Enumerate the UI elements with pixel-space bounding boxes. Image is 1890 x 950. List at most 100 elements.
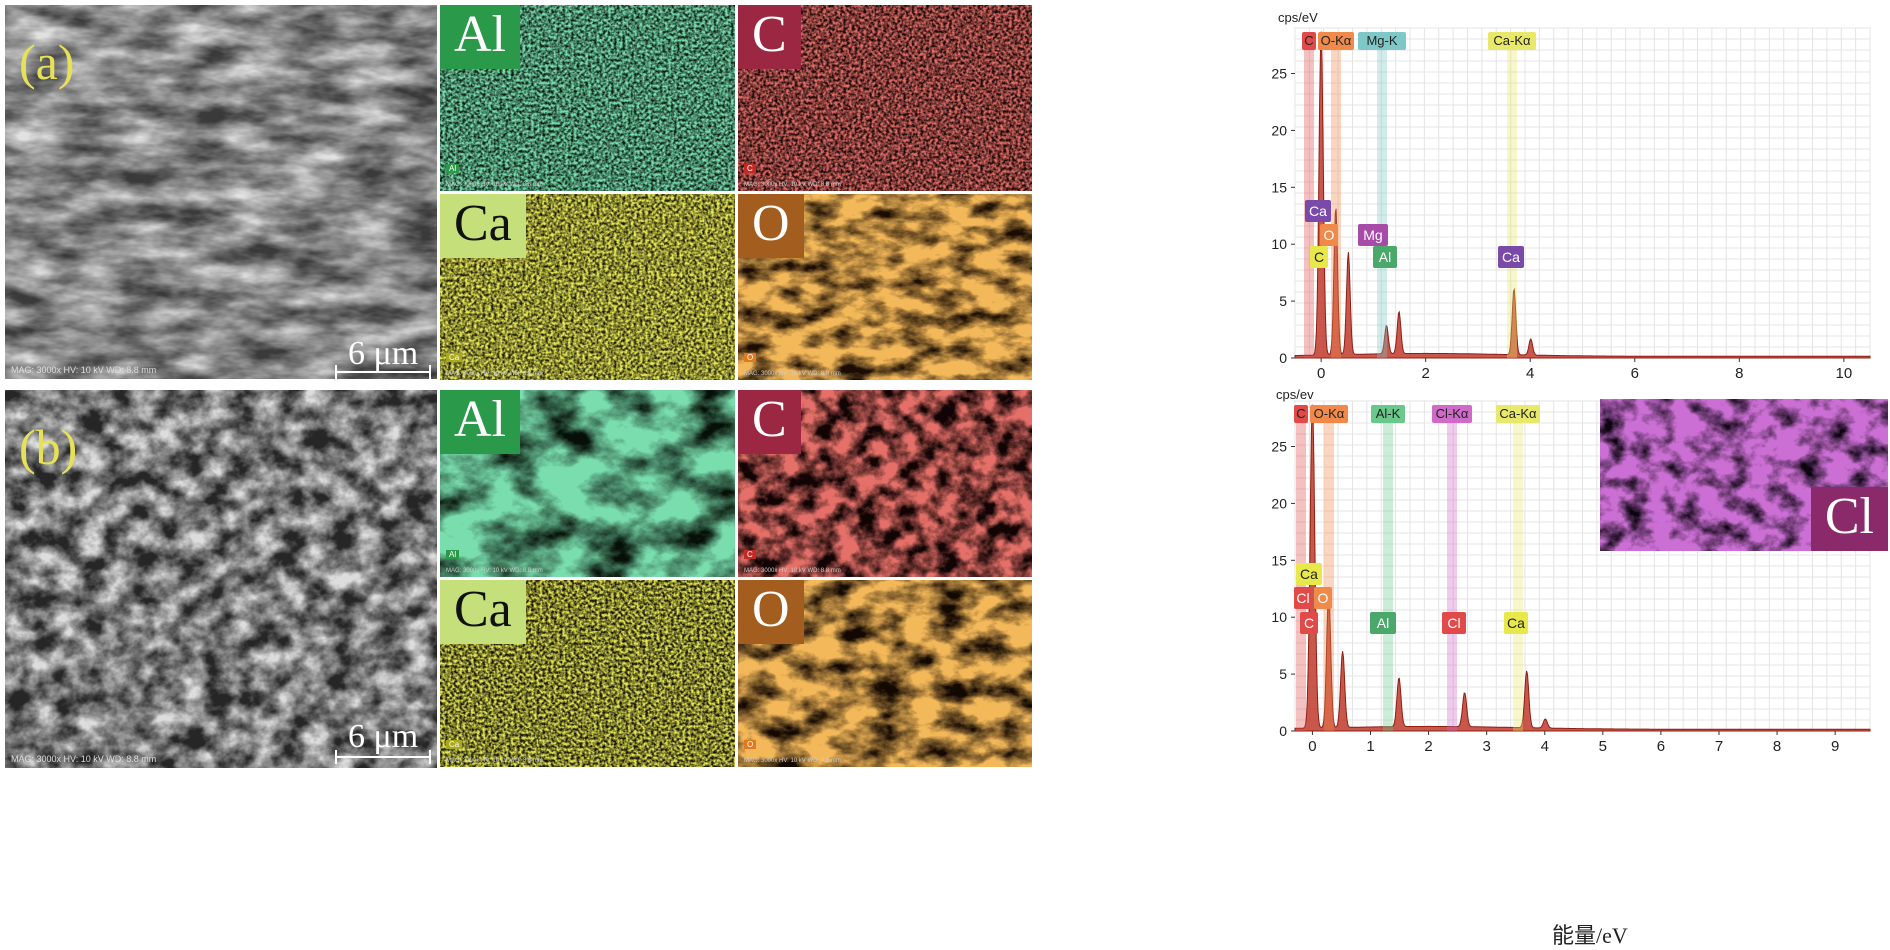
map-al-b: Al Al MAG: 3000x HV: 10 kV WD: 8.8 mm: [440, 390, 735, 577]
map-tag-c-a: C: [744, 164, 756, 173]
x-tick-label: 7: [1715, 738, 1723, 755]
y-tick-label: 25: [1271, 66, 1287, 82]
peak-label: Cl: [1294, 587, 1312, 609]
svg-text:C: C: [1304, 615, 1314, 631]
sem-scale-label-b: 6 μm: [348, 718, 419, 755]
element-band: [1383, 423, 1393, 731]
sem-footer-a: MAG: 3000x HV: 10 kV WD: 8.8 mm: [11, 365, 157, 375]
y-tick-label: 15: [1271, 179, 1287, 195]
map-tag-al-b: Al: [446, 550, 460, 559]
x-tick-label: 4: [1526, 365, 1534, 382]
x-tick-label: 0: [1317, 365, 1325, 382]
element-band: [1447, 423, 1457, 731]
peak-label: Ca: [1498, 246, 1524, 268]
x-tick-label: 8: [1735, 365, 1743, 382]
svg-text:Cl: Cl: [1296, 590, 1309, 606]
y-tick-label: 0: [1279, 350, 1287, 366]
map-cl-inset-b: Cl: [1600, 399, 1888, 551]
top-element-label: Cl-Kα: [1432, 405, 1472, 423]
x-tick-label: 10: [1836, 365, 1853, 382]
map-footer-al-a: MAG: 3000x HV: 10 kV WD: 8.8 mm: [446, 182, 543, 188]
panel-b: (b) 6 μm MAG: 3000x HV: 10 kV WD: 8.8 mm…: [0, 385, 1890, 948]
map-label-cl-b: Cl: [1810, 487, 1888, 551]
spectrum-area: [1294, 31, 1871, 359]
panel-letter-a: (a): [19, 34, 75, 90]
svg-text:O: O: [1324, 227, 1335, 243]
peak-label: Ca: [1296, 563, 1322, 585]
peak-label: O: [1320, 224, 1338, 246]
map-o-b: O O MAG: 3000x HV: 10 kV WD: 8.8 mm: [738, 580, 1032, 767]
sem-texture-a: [5, 5, 437, 379]
map-tag-al-a: Al: [446, 164, 460, 173]
top-element-label: O-Kα: [1310, 405, 1348, 423]
peak-label: Al: [1370, 612, 1396, 634]
svg-text:Al: Al: [1379, 249, 1391, 265]
peak-label: Ca: [1305, 200, 1331, 222]
map-footer-o-a: MAG: 3000x HV: 10 kV WD: 8.8 mm: [744, 371, 841, 377]
map-ca-b: Ca Ca MAG: 3000x HV: 10 kV WD: 8.8 mm: [440, 580, 735, 767]
element-band: [1324, 423, 1334, 731]
map-tag-c-b: C: [744, 550, 756, 559]
top-element-label: Ca-Kα: [1496, 405, 1540, 423]
y-tick-label: 20: [1271, 122, 1287, 138]
svg-text:Ca-Kα: Ca-Kα: [1493, 33, 1531, 48]
y-tick-label: 20: [1271, 495, 1287, 511]
peak-label: Cl: [1442, 612, 1466, 634]
panel-letter-b: (b): [19, 419, 78, 475]
peak-label: Ca: [1504, 612, 1528, 634]
x-tick-label: 2: [1424, 738, 1432, 755]
svg-text:Ca: Ca: [1502, 249, 1520, 265]
sem-texture-b: [5, 390, 437, 768]
sem-scale-label-a: 6 μm: [348, 335, 419, 372]
sem-footer-b: MAG: 3000x HV: 10 kV WD: 8.8 mm: [11, 754, 157, 764]
spectrum-ylabel-a: cps/eV: [1278, 10, 1318, 25]
element-band: [1507, 50, 1517, 358]
x-tick-label: 0: [1308, 738, 1316, 755]
map-label-al-b: Al: [440, 390, 520, 454]
map-c-b: C C MAG: 3000x HV: 10 kV WD: 8.8 mm: [738, 390, 1032, 577]
x-tick-label: 2: [1422, 365, 1430, 382]
y-tick-label: 10: [1271, 236, 1287, 252]
panel-a: (a) 6 μm MAG: 3000x HV: 10 kV WD: 8.8 mm…: [0, 0, 1890, 460]
x-tick-label: 9: [1831, 738, 1839, 755]
map-footer-o-b: MAG: 3000x HV: 10 kV WD: 8.8 mm: [744, 758, 841, 764]
map-tag-ca-a: Ca: [446, 353, 463, 362]
element-band: [1331, 50, 1341, 358]
peak-label: O: [1314, 587, 1332, 609]
map-tag-o-a: O: [744, 353, 757, 362]
map-footer-ca-b: MAG: 3000x HV: 10 kV WD: 8.8 mm: [446, 758, 543, 764]
svg-text:O: O: [1318, 590, 1329, 606]
svg-text:Al: Al: [1377, 615, 1389, 631]
svg-text:Cl: Cl: [1447, 615, 1460, 631]
svg-text:Ca: Ca: [1309, 203, 1327, 219]
x-tick-label: 8: [1773, 738, 1781, 755]
spectrum-ylabel-b: cps/ev: [1276, 387, 1314, 402]
y-tick-label: 10: [1271, 609, 1287, 625]
svg-text:C: C: [1314, 249, 1324, 265]
spectrum-xlabel-b: 能量/eV: [1552, 923, 1628, 948]
map-label-ca-b: Ca: [440, 580, 526, 644]
map-label-al-a: Al: [440, 5, 520, 69]
peak-label: C: [1300, 612, 1318, 634]
x-tick-label: 5: [1599, 738, 1607, 755]
sem-image-a: (a) 6 μm MAG: 3000x HV: 10 kV WD: 8.8 mm: [5, 5, 437, 379]
map-al-a: Al Al MAG: 3000x HV: 10 kV WD: 8.8 mm: [440, 5, 735, 191]
map-ca-a: Ca Ca MAG: 3000x HV: 10 kV WD: 8.8 mm: [440, 194, 735, 380]
map-label-o-b: O: [738, 580, 804, 644]
map-label-c-a: C: [738, 5, 801, 69]
y-tick-label: 0: [1279, 723, 1287, 739]
x-tick-label: 4: [1541, 738, 1549, 755]
y-tick-label: 5: [1279, 666, 1287, 682]
top-element-label: Ca-Kα: [1488, 32, 1536, 50]
sem-image-b: (b) 6 μm MAG: 3000x HV: 10 kV WD: 8.8 mm: [5, 390, 437, 768]
map-footer-al-b: MAG: 3000x HV: 10 kV WD: 8.8 mm: [446, 568, 543, 574]
y-tick-label: 5: [1279, 293, 1287, 309]
map-c-a: C C MAG: 3000x HV: 10 kV WD: 8.8 mm: [738, 5, 1032, 191]
top-element-label: C: [1302, 32, 1316, 50]
svg-text:C: C: [1296, 406, 1305, 421]
y-tick-label: 15: [1271, 552, 1287, 568]
y-tick-label: 25: [1271, 439, 1287, 455]
element-band: [1377, 50, 1387, 358]
svg-text:Ca: Ca: [1300, 566, 1318, 582]
